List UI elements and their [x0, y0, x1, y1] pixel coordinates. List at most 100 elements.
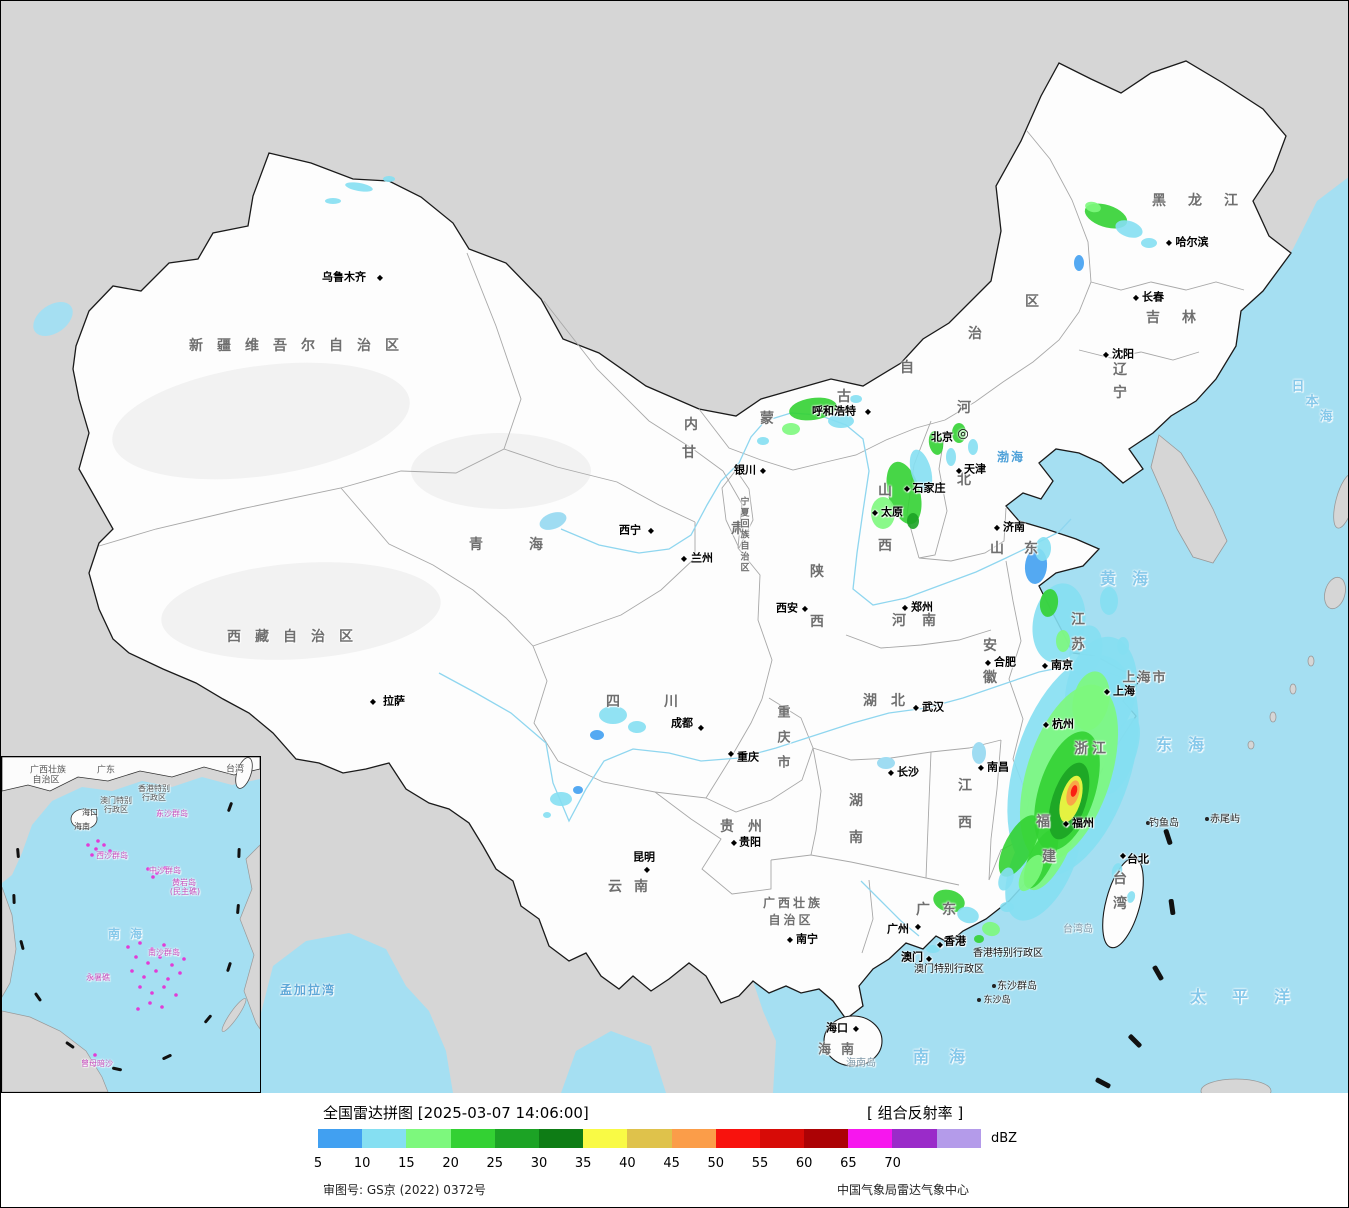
radar-echo	[1111, 863, 1123, 879]
colorbar-swatch	[759, 1129, 805, 1148]
dbz-tick-label: 50	[707, 1156, 725, 1171]
radar-echo	[1074, 255, 1084, 271]
inset-label: 东沙群岛	[156, 809, 188, 818]
colorbar-swatch	[804, 1129, 849, 1148]
inset-boundary-dash	[65, 1041, 75, 1049]
inset-label: 澳门特别	[100, 796, 132, 805]
inset-reef-dot	[142, 975, 146, 979]
radar-echo	[850, 395, 862, 403]
map-title: 全国雷达拼图 [2025-03-07 14:06:00]	[323, 1104, 589, 1122]
inset-reef-dot	[158, 955, 162, 959]
inset-reef-dot	[154, 969, 158, 973]
inset-boundary-dash	[16, 848, 20, 858]
radar-echo	[957, 906, 979, 924]
inset-reef-dot	[102, 843, 106, 847]
radar-echo	[946, 448, 956, 466]
inset-reef-dot	[155, 871, 159, 875]
dbz-tick-label: 65	[840, 1156, 857, 1171]
radar-echo	[1126, 891, 1136, 903]
lake-balkhash	[33, 301, 73, 337]
inset-boundary-dash	[227, 802, 233, 812]
radar-echo	[590, 730, 604, 740]
radar-echo	[1018, 854, 1044, 892]
radar-echo	[982, 921, 1000, 937]
inset-palawan	[221, 998, 247, 1032]
radar-echo	[1141, 238, 1157, 248]
radar-echo	[952, 423, 966, 443]
inset-mainland-gray	[2, 757, 260, 883]
boundary-dash	[1095, 1077, 1111, 1089]
map-canvas	[33, 60, 1348, 1093]
inset-boundary-dash	[236, 904, 240, 914]
inset-reef-dot	[162, 985, 166, 989]
inset-label: 黄岩岛	[172, 878, 196, 887]
inset-label: (民主礁)	[169, 887, 201, 896]
credit-text: 中国气象局雷达气象中心	[837, 1183, 970, 1197]
inset-reef-dot	[166, 977, 170, 981]
dbz-tick-label: 45	[663, 1156, 680, 1171]
yangtze-river	[438, 664, 1140, 823]
foreign-land-layer	[1150, 434, 1348, 1093]
island-dot	[977, 998, 981, 1002]
radar-echo	[1085, 201, 1101, 213]
colorbar-swatch	[715, 1129, 760, 1148]
inset-label: 行政区	[104, 805, 128, 814]
inset-reef-dot	[182, 957, 186, 961]
radar-echo	[909, 449, 933, 493]
inset-label: 台湾	[225, 764, 245, 775]
inset-label: 南海	[107, 927, 153, 941]
terrain-shading	[112, 362, 591, 660]
inset-reef-dot	[90, 853, 94, 857]
inset-reef-dot	[160, 1005, 164, 1009]
radar-echo	[828, 414, 854, 428]
dbz-tick-label: 60	[795, 1156, 813, 1171]
inset-boundary-dash	[19, 940, 25, 950]
hainan-island	[823, 1015, 883, 1067]
inset-hainan	[70, 808, 98, 830]
inset-reef-dot	[146, 867, 150, 871]
radar-echo	[871, 497, 895, 529]
inset-boundary-dash	[34, 992, 42, 1002]
colorbar-swatch	[848, 1129, 893, 1148]
dongting-lake	[877, 757, 895, 769]
japan-island	[1333, 473, 1348, 529]
island-dot	[992, 984, 996, 988]
inset-reef-dot	[174, 949, 178, 953]
inset-reef-dot	[150, 947, 154, 951]
radar-echo	[789, 397, 837, 421]
radar-echo	[998, 815, 1040, 877]
inset-nine-dash-line	[12, 802, 241, 1072]
inset-label: 西沙群岛	[96, 851, 128, 860]
dbz-tick-label: 55	[751, 1156, 769, 1171]
radar-echo	[1072, 671, 1110, 731]
inset-foreign-land	[2, 844, 260, 1092]
ryukyu-island	[1269, 711, 1277, 723]
radar-echo	[1115, 220, 1143, 238]
colorbar-swatch	[627, 1129, 672, 1148]
inset-borneo	[2, 1010, 109, 1092]
radar-echo	[968, 439, 978, 455]
dbz-tick-label: 20	[442, 1156, 459, 1171]
radar-echo	[573, 786, 583, 794]
inset-label: 中沙群岛	[149, 866, 181, 875]
inset-boundary-dash	[162, 1054, 172, 1060]
dbz-tick-label: 10	[353, 1156, 371, 1171]
radar-echo	[1056, 630, 1070, 652]
pearl-river	[860, 880, 920, 937]
legend-footer: 全国雷达拼图 [2025-03-07 14:06:00] [ 组合反射率 ] d…	[1, 1093, 1348, 1207]
inset-reef-dot	[100, 851, 104, 855]
radar-echo	[345, 182, 373, 192]
colorbar-swatch	[583, 1129, 628, 1148]
colorbar-swatch	[362, 1129, 407, 1148]
radar-echo	[383, 176, 395, 182]
radar-echo	[1070, 785, 1078, 797]
inset-indochina-sliver	[2, 886, 17, 998]
inset-reef-dot	[108, 849, 112, 853]
boundary-dash	[1152, 965, 1164, 981]
korea-peninsula	[1150, 434, 1228, 564]
radar-echo	[1034, 537, 1052, 561]
inset-label: 南沙群岛	[148, 948, 180, 957]
inset-island-dots	[86, 812, 186, 1057]
inset-reef-dot	[138, 985, 142, 989]
poyang-lake	[972, 742, 986, 764]
